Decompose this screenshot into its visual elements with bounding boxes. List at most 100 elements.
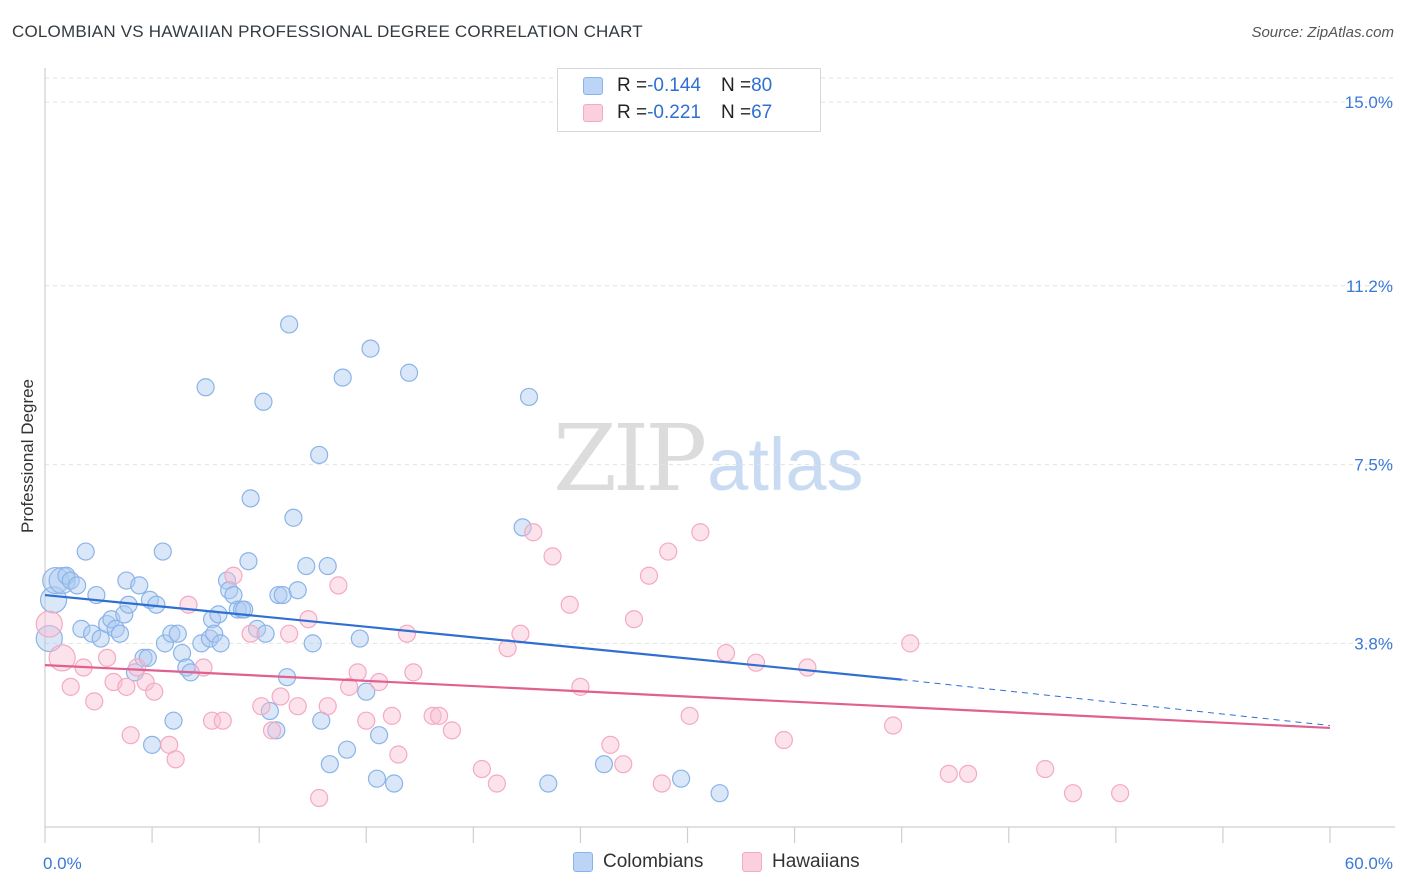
colombian-point	[211, 634, 230, 653]
hawaiian-point	[423, 706, 442, 725]
colombian-point	[256, 624, 275, 643]
colombian-point	[671, 769, 691, 788]
chart-title: COLOMBIAN VS HAWAIIAN PROFESSIONAL DEGRE…	[12, 22, 643, 41]
hawaiian-point	[614, 755, 633, 774]
hawaiian-point	[472, 759, 491, 779]
hawaiian-point	[262, 721, 282, 740]
colombian-point	[710, 784, 729, 803]
hawaiian-point	[429, 706, 449, 725]
hawaiian-point	[48, 644, 76, 672]
colombian-point	[333, 368, 352, 387]
hawaiian-point	[652, 774, 671, 793]
hawaiian-point	[202, 711, 222, 730]
hawaiian-point	[883, 716, 903, 735]
colombian-point	[205, 624, 224, 643]
hawaiian-point	[127, 658, 147, 677]
hawaiian-point	[397, 624, 417, 643]
hawaiian-point	[318, 697, 337, 716]
colombian-point	[367, 769, 387, 788]
x-tick-label: 0.0%	[43, 854, 82, 873]
colombians-swatch	[583, 77, 603, 95]
hawaiian-point	[774, 730, 793, 750]
colombian-point	[303, 634, 322, 653]
n-value: 80	[751, 75, 773, 96]
colombian-point	[162, 624, 181, 643]
series-legend: Colombians Hawaiians	[0, 851, 1406, 877]
legend-row-hawaiians: R = -0.221 N = 67	[583, 102, 772, 124]
colombians-swatch	[573, 852, 593, 872]
colombian-point	[153, 542, 172, 561]
hawaiian-point	[798, 658, 817, 677]
y-tick-label: 3.8%	[1354, 634, 1393, 653]
n-label: N =	[720, 75, 752, 96]
hawaiian-point	[348, 663, 367, 682]
hawaiians-swatch	[583, 104, 603, 122]
colombian-point	[254, 392, 273, 411]
hawaiian-point	[241, 624, 260, 643]
colombian-point	[192, 634, 211, 653]
colombian-point	[513, 518, 532, 537]
hawaiian-point	[680, 706, 699, 725]
legend-row-colombians: R = -0.144 N = 80	[583, 75, 772, 97]
colombian-point	[209, 605, 228, 624]
hawaiian-point	[511, 624, 530, 643]
colombian-point	[42, 566, 70, 595]
colombian-point	[280, 315, 299, 334]
colombian-point	[164, 711, 183, 730]
source-label: Source: ZipAtlas.com	[1251, 24, 1394, 41]
hawaiians-swatch	[742, 852, 762, 872]
n-value: 67	[751, 102, 773, 123]
hawaiian-point	[746, 653, 766, 672]
hawaiian-point	[571, 677, 590, 696]
hawaiian-point	[939, 764, 958, 783]
colombian-point	[155, 634, 175, 653]
colombian-point	[284, 508, 303, 527]
colombian-point	[269, 585, 288, 605]
legend-item-colombians[interactable]: Colombians	[573, 851, 703, 873]
colombian-point	[83, 624, 102, 643]
hawaiian-point	[340, 677, 359, 696]
hawaiian-point	[1036, 759, 1055, 779]
hawaiian-point	[357, 711, 376, 730]
colombian-point	[76, 542, 95, 561]
n-label: N =	[720, 102, 752, 123]
hawaiian-point	[389, 745, 408, 764]
colombian-point	[539, 774, 558, 793]
colombian-point	[115, 605, 134, 624]
colombian-point	[320, 755, 339, 774]
colombian-point	[310, 445, 329, 465]
hawaiian-point	[404, 663, 423, 682]
r-label: R =	[617, 102, 648, 123]
hawaiian-point	[299, 610, 318, 629]
colombian-point	[168, 624, 187, 643]
hawaiian-point	[659, 542, 678, 561]
hawaiian-point	[691, 523, 710, 542]
colombian-point	[68, 576, 87, 595]
legend-label: Hawaiians	[772, 851, 860, 872]
colombian-point	[110, 624, 130, 643]
colombian-point	[318, 556, 337, 576]
y-tick-label: 7.5%	[1354, 456, 1393, 475]
hawaiian-point	[280, 624, 299, 643]
hawaiian-point	[121, 726, 140, 745]
colombian-point	[273, 585, 292, 605]
hawaiian-point	[166, 750, 185, 769]
hawaiian-point	[382, 706, 402, 725]
colombian-point	[35, 624, 63, 653]
hawaiian-point	[524, 523, 543, 542]
hawaiian-point	[252, 697, 271, 716]
hawaiians-trend-line	[44, 664, 1331, 730]
colombian-point	[134, 648, 153, 667]
hawaiian-point	[310, 788, 329, 808]
hawaiian-point	[487, 774, 506, 793]
r-label: R =	[617, 75, 648, 96]
hawaiian-point	[61, 677, 80, 696]
hawaiian-point	[624, 610, 644, 629]
legend-item-hawaiians[interactable]: Hawaiians	[742, 851, 860, 873]
hawaiian-point	[442, 721, 462, 740]
r-value: -0.221	[647, 102, 701, 123]
colombian-point	[224, 585, 243, 605]
colombian-point	[357, 682, 376, 701]
hawaiian-point	[213, 711, 232, 730]
